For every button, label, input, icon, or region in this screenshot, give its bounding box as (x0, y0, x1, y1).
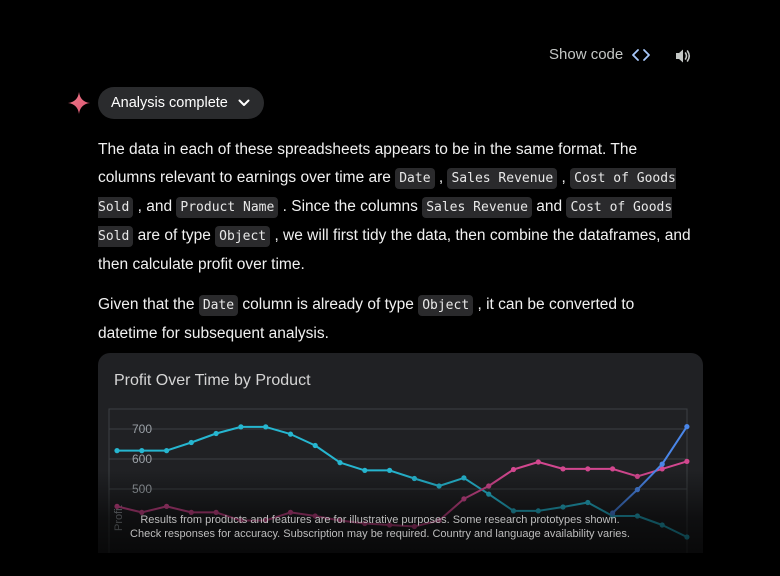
chart-title: Profit Over Time by Product (114, 372, 311, 389)
data-point (535, 459, 541, 465)
chevron-down-icon (238, 99, 250, 106)
inline-code: Date (395, 168, 435, 189)
text-segment: are of type (133, 227, 216, 244)
text-segment: , and (133, 198, 177, 215)
paragraph-1: The data in each of these spreadsheets a… (98, 136, 698, 279)
text-segment: , (434, 169, 448, 186)
data-point (114, 448, 120, 454)
text-segment: . Since the columns (278, 198, 423, 215)
y-tick-label: 700 (132, 422, 152, 436)
data-point (139, 448, 145, 454)
data-point (659, 461, 665, 467)
data-point (238, 424, 244, 430)
text-segment: column is already of type (238, 296, 419, 313)
data-point (684, 424, 690, 430)
text-segment: and (531, 198, 567, 215)
inline-code: Object (215, 226, 271, 247)
data-point (337, 460, 343, 466)
text-segment: , (557, 169, 571, 186)
footer-fade (98, 470, 703, 576)
data-point (188, 439, 194, 446)
text-segment: Given that the (98, 296, 199, 313)
data-point (287, 431, 294, 437)
inline-code: Sales Revenue (447, 168, 558, 189)
paragraph-2: Given that the Date column is already of… (98, 291, 698, 348)
inline-code: Product Name (176, 197, 279, 218)
data-point (164, 448, 170, 454)
inline-code: Object (418, 295, 474, 316)
text-segment: , we will first tidy the data, then comb… (98, 227, 691, 273)
data-point (213, 430, 219, 437)
disclaimer-line-2: Check responses for accuracy. Subscripti… (130, 528, 630, 540)
data-point (263, 424, 269, 430)
code-brackets-icon (632, 48, 651, 61)
analysis-status-chip[interactable]: Analysis complete (98, 87, 264, 119)
inline-code: Sales Revenue (422, 197, 532, 218)
show-code-label: Show code (549, 46, 624, 63)
show-code-button[interactable]: Show code (549, 46, 651, 63)
y-tick-label: 600 (132, 452, 152, 466)
text-segment: The data in each of these spreadsheets a… (98, 141, 638, 186)
speaker-icon[interactable] (673, 46, 693, 66)
data-point (684, 458, 690, 464)
disclaimer: Results from products and features are f… (0, 513, 760, 541)
response-text: The data in each of these spreadsheets a… (98, 136, 698, 360)
sparkle-icon (68, 92, 90, 114)
inline-code: Date (198, 295, 239, 316)
data-point (312, 442, 318, 449)
analysis-status-label: Analysis complete (111, 95, 228, 111)
text-segment: , it can be converted to datetime for su… (98, 296, 635, 342)
disclaimer-line-1: Results from products and features are f… (140, 514, 620, 526)
